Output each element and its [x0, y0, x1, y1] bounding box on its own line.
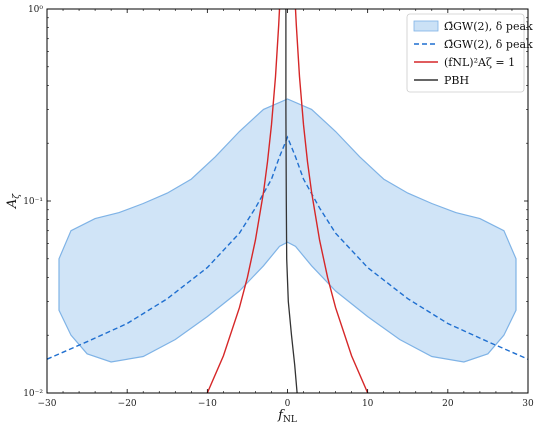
fnl-constraint-line-right	[294, 9, 369, 393]
x-tick-label: 30	[522, 399, 534, 409]
x-tick-label: 20	[442, 399, 454, 409]
gw-band-region	[58, 98, 517, 363]
x-tick-label: 10	[362, 399, 374, 409]
legend-label: Ω̄GW(2), δ peak	[444, 38, 533, 51]
y-tick-label: 10⁻²	[23, 389, 43, 399]
legend-swatch-band	[413, 20, 439, 32]
x-tick-label: −30	[38, 399, 57, 409]
legend: Ω̄GW(2), δ peak Ω̄GW(2), δ peak (fNL)²Aζ =…	[406, 13, 533, 93]
x-tick-label: 0	[285, 399, 291, 409]
fnl-constraint-line-left	[206, 9, 281, 393]
y-axis-label: Aζ	[5, 193, 22, 209]
y-axis-label-sub: ζ	[12, 193, 22, 199]
pbh-line	[285, 9, 298, 393]
y-axis-label-main: A	[5, 199, 20, 209]
y-tick-label: 10⁰	[28, 5, 43, 15]
x-axis-label-main: f	[277, 408, 285, 423]
plot-area	[47, 9, 528, 393]
legend-label: Ω̄GW(2), δ peak	[444, 20, 533, 33]
ticks: −30 −20 −10 0 10 20 30 10⁻² 10⁻¹ 10⁰	[23, 5, 534, 409]
x-axis-label-sub: NL	[283, 415, 297, 425]
x-tick-label: −10	[198, 399, 217, 409]
legend-box	[406, 13, 525, 93]
y-tick-label: 10⁻¹	[23, 197, 43, 207]
x-tick-label: −20	[118, 399, 137, 409]
gw-delta-peak-dashed-line	[47, 135, 528, 360]
legend-label: (fNL)²Aζ = 1	[444, 56, 515, 69]
x-axis-label: fNL	[277, 408, 297, 425]
legend-label: PBH	[444, 74, 469, 87]
series-group	[47, 9, 528, 393]
